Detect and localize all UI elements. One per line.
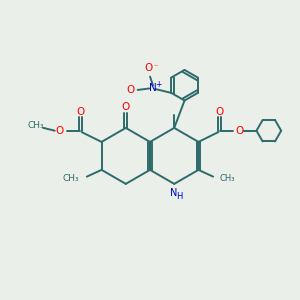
Text: H: H	[176, 192, 182, 201]
Text: CH₃: CH₃	[220, 174, 236, 183]
Text: N: N	[170, 188, 177, 198]
Text: ⁻: ⁻	[154, 63, 158, 72]
Text: N: N	[149, 83, 157, 94]
Text: O: O	[215, 107, 224, 117]
Text: O: O	[56, 126, 64, 136]
Text: O: O	[235, 126, 244, 136]
Text: +: +	[155, 80, 161, 89]
Text: O: O	[76, 107, 85, 117]
Text: O: O	[122, 102, 130, 112]
Text: CH₃: CH₃	[62, 174, 79, 183]
Text: O: O	[126, 85, 134, 95]
Text: CH₃: CH₃	[27, 121, 44, 130]
Text: O: O	[145, 63, 153, 74]
